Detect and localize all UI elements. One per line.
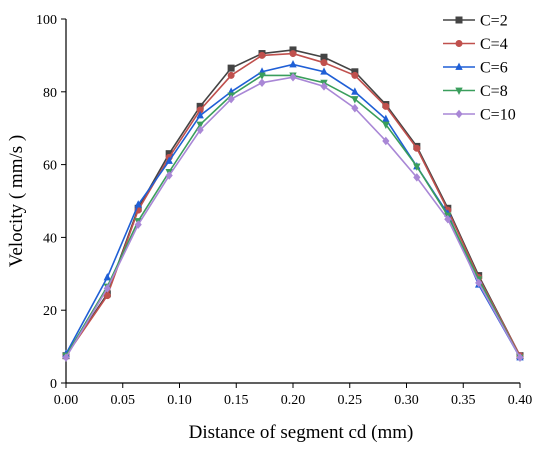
data-point: [382, 121, 390, 130]
legend-marker: [455, 16, 463, 24]
data-point: [516, 353, 524, 362]
x-tick-label: 0.00: [54, 393, 79, 408]
legend-item: C=8: [443, 83, 508, 100]
x-tick-label: 0.20: [281, 393, 306, 408]
legend-marker: [455, 109, 463, 119]
data-point: [413, 144, 421, 152]
y-tick-label: 80: [43, 86, 57, 101]
data-point: [165, 171, 173, 180]
data-point: [413, 163, 421, 171]
legend-label: C=10: [480, 107, 516, 124]
series-2: [62, 50, 524, 360]
data-point: [351, 87, 359, 95]
x-tick-label: 0.35: [451, 393, 476, 408]
legend-label: C=6: [480, 60, 508, 77]
data-point: [227, 64, 235, 72]
series-group: [62, 46, 524, 362]
y-tick-label: 20: [43, 304, 57, 319]
data-point: [134, 220, 142, 229]
series-5: [62, 72, 524, 362]
x-tick-label: 0.40: [508, 393, 533, 408]
data-point: [227, 94, 235, 104]
legend-label: C=8: [480, 83, 508, 100]
legend-label: C=4: [480, 36, 508, 53]
x-axis-title: Distance of segment cd (mm): [189, 422, 414, 443]
x-tick-label: 0.30: [394, 393, 419, 408]
legend-item: C=4: [443, 36, 508, 53]
data-point: [382, 136, 390, 146]
data-point: [289, 50, 297, 58]
y-ticks: 0 20 40 60 80 100: [36, 13, 66, 392]
legend-marker: [455, 39, 463, 47]
series-line: [65, 49, 521, 357]
y-tick-label: 60: [43, 159, 57, 174]
data-point: [103, 272, 111, 281]
data-point: [289, 60, 297, 68]
data-point: [103, 284, 111, 293]
legend: C=2 C=4 C=6 C=8 C=10: [443, 13, 516, 124]
data-point: [196, 110, 204, 119]
data-point: [196, 125, 204, 135]
legend-item: C=2: [443, 13, 508, 30]
data-point: [320, 82, 328, 91]
data-point: [382, 102, 390, 110]
data-point: [165, 156, 173, 164]
y-tick-label: 40: [43, 231, 57, 246]
x-ticks: 0.00 0.05 0.10 0.15 0.20 0.25 0.30 0.35 0.40: [54, 383, 533, 408]
data-point: [289, 72, 297, 82]
series-line: [65, 52, 521, 357]
series-4: [62, 72, 524, 362]
data-point: [444, 214, 452, 224]
legend-label: C=2: [480, 13, 508, 30]
data-point: [62, 353, 70, 362]
data-point: [351, 103, 359, 113]
x-tick-label: 0.10: [167, 393, 192, 408]
data-point: [258, 51, 266, 59]
x-tick-label: 0.15: [224, 393, 249, 408]
y-tick-label: 100: [36, 13, 57, 28]
y-axis-title: Velocity ( mm/s ): [6, 135, 27, 267]
data-point: [258, 78, 266, 87]
legend-item: C=10: [443, 107, 516, 124]
series-3: [62, 60, 524, 361]
data-point: [351, 96, 359, 104]
series-line: [65, 63, 521, 358]
y-tick-label: 0: [50, 377, 57, 392]
data-point: [475, 278, 483, 288]
data-point: [258, 72, 266, 80]
legend-marker: [455, 87, 463, 95]
data-point: [196, 121, 204, 130]
data-point: [320, 67, 328, 75]
data-point: [320, 59, 328, 67]
legend-marker: [455, 62, 463, 70]
legend-item: C=6: [443, 60, 508, 77]
x-tick-label: 0.25: [338, 393, 363, 408]
data-point: [134, 200, 142, 208]
data-point: [227, 71, 235, 79]
data-point: [413, 173, 421, 182]
x-tick-label: 0.05: [111, 393, 136, 408]
series-1: [62, 46, 524, 360]
data-point: [351, 71, 359, 79]
